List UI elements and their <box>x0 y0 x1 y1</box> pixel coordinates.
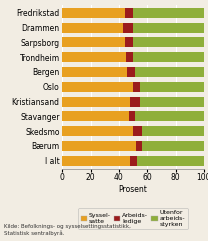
Bar <box>128 67 135 77</box>
Bar <box>135 111 204 121</box>
Bar <box>142 126 204 136</box>
Bar <box>133 126 142 136</box>
Bar <box>140 82 204 92</box>
Bar <box>130 96 140 107</box>
Bar <box>133 52 204 62</box>
Bar <box>62 82 133 92</box>
Bar <box>62 141 136 151</box>
Bar <box>62 23 123 33</box>
Bar <box>142 141 204 151</box>
Bar <box>135 67 204 77</box>
Bar <box>62 126 133 136</box>
Bar <box>133 23 204 33</box>
Bar <box>126 52 133 62</box>
Bar <box>62 37 125 47</box>
Bar <box>62 67 128 77</box>
Bar <box>136 141 142 151</box>
Bar <box>133 82 140 92</box>
Bar <box>62 111 129 121</box>
X-axis label: Prosent: Prosent <box>119 185 147 194</box>
Legend: Syssel-
satte, Arbeids-
ledige, Utenfor
arbeids-
styrken: Syssel- satte, Arbeids- ledige, Utenfor … <box>78 208 188 229</box>
Bar <box>125 8 133 18</box>
Text: Kilde: Befolknings- og sysselsettingsstatistikk,
Statistisk sentralbyrå.: Kilde: Befolknings- og sysselsettingssta… <box>4 224 131 236</box>
Bar <box>137 155 204 166</box>
Bar <box>62 8 125 18</box>
Bar <box>62 52 126 62</box>
Bar <box>125 37 133 47</box>
Bar <box>130 155 137 166</box>
Bar <box>129 111 135 121</box>
Bar <box>123 23 133 33</box>
Bar <box>133 37 204 47</box>
Bar <box>140 96 204 107</box>
Bar <box>133 8 204 18</box>
Bar <box>62 96 130 107</box>
Bar <box>62 155 130 166</box>
